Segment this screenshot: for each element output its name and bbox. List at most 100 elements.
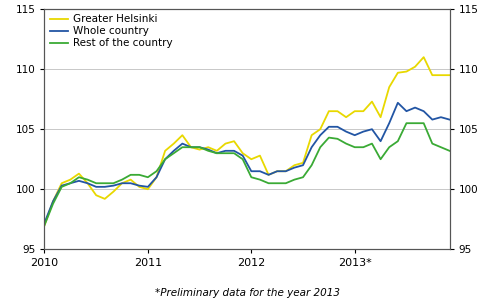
Rest of the country: [188, 145, 194, 149]
Whole country: [50, 199, 56, 203]
Whole country: [386, 121, 392, 125]
Whole country: [317, 133, 323, 137]
Greater Helsinki: [438, 73, 444, 77]
Whole country: [377, 139, 383, 143]
Greater Helsinki: [395, 71, 401, 74]
Greater Helsinki: [93, 193, 99, 197]
Whole country: [145, 185, 151, 189]
Whole country: [334, 125, 340, 129]
Whole country: [248, 169, 254, 173]
Greater Helsinki: [127, 178, 133, 181]
Rest of the country: [84, 178, 90, 181]
Whole country: [309, 145, 315, 149]
Whole country: [240, 154, 246, 157]
Greater Helsinki: [136, 185, 142, 189]
Whole country: [197, 145, 203, 149]
Rest of the country: [343, 142, 349, 145]
Rest of the country: [127, 173, 133, 177]
Whole country: [119, 181, 125, 185]
Whole country: [283, 169, 289, 173]
Whole country: [361, 130, 367, 133]
Whole country: [343, 130, 349, 133]
Greater Helsinki: [412, 65, 418, 69]
Greater Helsinki: [266, 173, 272, 177]
Whole country: [438, 116, 444, 119]
Line: Greater Helsinki: Greater Helsinki: [44, 57, 450, 225]
Rest of the country: [162, 157, 168, 161]
Greater Helsinki: [111, 190, 117, 193]
Greater Helsinki: [352, 109, 358, 113]
Greater Helsinki: [257, 154, 263, 157]
Greater Helsinki: [291, 163, 297, 167]
Greater Helsinki: [447, 73, 453, 77]
Greater Helsinki: [41, 223, 47, 227]
Rest of the country: [67, 181, 73, 185]
Greater Helsinki: [309, 133, 315, 137]
Rest of the country: [240, 157, 246, 161]
Greater Helsinki: [404, 70, 410, 73]
Rest of the country: [50, 202, 56, 206]
Greater Helsinki: [386, 85, 392, 89]
Greater Helsinki: [102, 197, 108, 201]
Greater Helsinki: [59, 181, 65, 185]
Rest of the country: [111, 181, 117, 185]
Rest of the country: [145, 175, 151, 179]
Greater Helsinki: [361, 109, 367, 113]
Rest of the country: [317, 145, 323, 149]
Rest of the country: [222, 151, 228, 155]
Line: Rest of the country: Rest of the country: [44, 123, 450, 225]
Rest of the country: [334, 137, 340, 141]
Whole country: [67, 181, 73, 185]
Rest of the country: [171, 151, 177, 155]
Rest of the country: [438, 145, 444, 149]
Whole country: [188, 145, 194, 149]
Line: Whole country: Whole country: [44, 103, 450, 223]
Rest of the country: [231, 151, 237, 155]
Greater Helsinki: [67, 178, 73, 181]
Rest of the country: [197, 145, 203, 149]
Text: *Preliminary data for the year 2013: *Preliminary data for the year 2013: [155, 288, 339, 298]
Whole country: [447, 118, 453, 121]
Rest of the country: [309, 163, 315, 167]
Rest of the country: [361, 145, 367, 149]
Rest of the country: [283, 181, 289, 185]
Rest of the country: [291, 178, 297, 181]
Greater Helsinki: [205, 145, 211, 149]
Whole country: [214, 151, 220, 155]
Whole country: [369, 127, 375, 131]
Whole country: [326, 125, 332, 129]
Greater Helsinki: [248, 157, 254, 161]
Rest of the country: [154, 169, 160, 173]
Rest of the country: [369, 142, 375, 145]
Greater Helsinki: [50, 199, 56, 203]
Greater Helsinki: [188, 145, 194, 149]
Greater Helsinki: [334, 109, 340, 113]
Greater Helsinki: [369, 100, 375, 103]
Rest of the country: [257, 178, 263, 181]
Whole country: [352, 133, 358, 137]
Rest of the country: [179, 145, 185, 149]
Whole country: [59, 184, 65, 188]
Greater Helsinki: [119, 181, 125, 185]
Greater Helsinki: [145, 187, 151, 191]
Whole country: [41, 221, 47, 225]
Greater Helsinki: [343, 116, 349, 119]
Greater Helsinki: [179, 133, 185, 137]
Greater Helsinki: [274, 169, 280, 173]
Rest of the country: [214, 151, 220, 155]
Rest of the country: [76, 175, 82, 179]
Rest of the country: [41, 223, 47, 227]
Whole country: [205, 148, 211, 151]
Greater Helsinki: [222, 142, 228, 145]
Greater Helsinki: [214, 149, 220, 153]
Greater Helsinki: [326, 109, 332, 113]
Greater Helsinki: [171, 142, 177, 145]
Whole country: [162, 157, 168, 161]
Whole country: [111, 184, 117, 188]
Whole country: [127, 181, 133, 185]
Greater Helsinki: [76, 172, 82, 175]
Greater Helsinki: [317, 127, 323, 131]
Whole country: [404, 109, 410, 113]
Whole country: [154, 175, 160, 179]
Whole country: [412, 106, 418, 109]
